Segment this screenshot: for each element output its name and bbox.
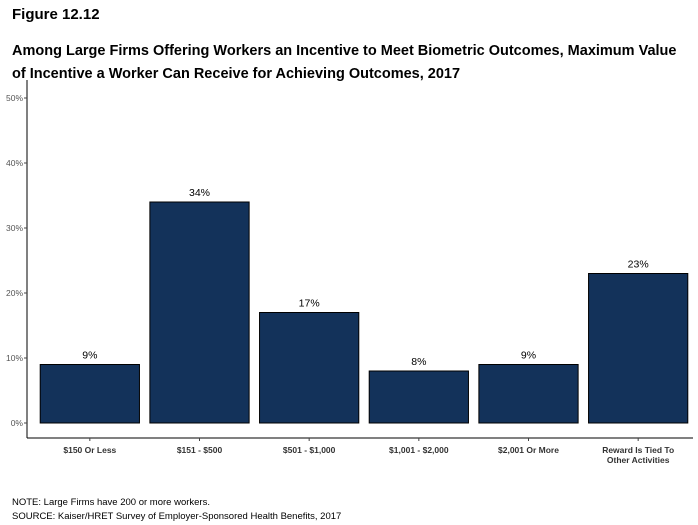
- data-label: 23%: [628, 259, 649, 271]
- chart-title-line-2: of Incentive a Worker Can Receive for Ac…: [12, 66, 461, 82]
- chart-title-line-1: Among Large Firms Offering Workers an In…: [12, 43, 677, 59]
- chart-y-tick-labels: 0% 10% 20% 30% 40% 50%: [6, 93, 27, 428]
- chart-note: NOTE: Large Firms have 200 or more worke…: [12, 497, 210, 508]
- chart-bars: [39, 201, 689, 424]
- data-label: 8%: [411, 356, 426, 368]
- chart-axes: [26, 80, 693, 439]
- data-label: 9%: [521, 350, 536, 362]
- y-tick-label: 50%: [6, 93, 23, 103]
- x-tick-label: Reward Is Tied To: [602, 445, 674, 455]
- y-tick-label: 20%: [6, 288, 23, 298]
- bar: [39, 364, 140, 424]
- bar: [259, 312, 360, 424]
- chart-title: Among Large Firms Offering Workers an In…: [12, 40, 692, 86]
- bar: [478, 364, 579, 424]
- data-label: 34%: [189, 187, 210, 199]
- data-label: 17%: [299, 298, 320, 310]
- data-label: 9%: [82, 350, 97, 362]
- x-tick-label: $151 - $500: [177, 445, 223, 455]
- bar: [368, 370, 469, 424]
- y-tick-label: 10%: [6, 353, 23, 363]
- y-tick-label: 30%: [6, 223, 23, 233]
- x-tick-label: $150 Or Less: [63, 445, 116, 455]
- bar: [149, 201, 250, 424]
- bar-chart: 9%34%17%8%9%23% $150 Or Less $151 - $500 $…: [6, 80, 693, 465]
- x-tick-label: $2,001 Or More: [498, 445, 559, 455]
- chart-x-tick-labels: $150 Or Less $151 - $500 $501 - $1,000 $1,0…: [63, 438, 674, 465]
- y-tick-label: 40%: [6, 158, 23, 168]
- x-tick-label: $1,001 - $2,000: [389, 445, 449, 455]
- x-tick-label: Other Activities: [607, 455, 670, 465]
- chart-data-labels: 9% 34% 17% 8% 9% 23%: [82, 187, 648, 368]
- chart-source: SOURCE: Kaiser/HRET Survey of Employer-S…: [12, 511, 342, 522]
- bar: [588, 273, 689, 424]
- figure-label: Figure 12.12: [12, 6, 100, 23]
- x-tick-label: $501 - $1,000: [283, 445, 336, 455]
- y-tick-label: 0%: [11, 418, 24, 428]
